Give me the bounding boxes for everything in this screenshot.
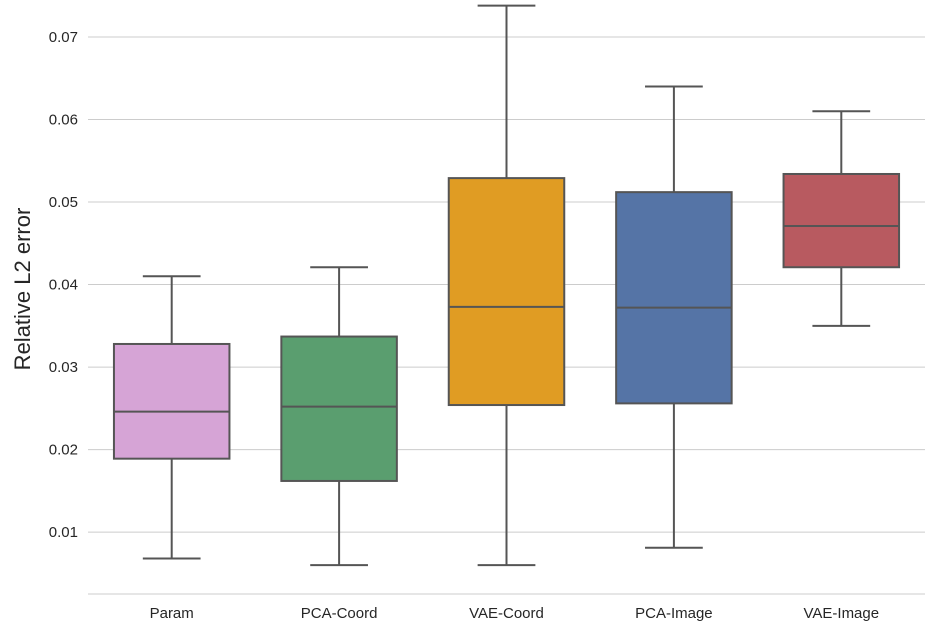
box-pca-image bbox=[615, 85, 733, 549]
y-tick-label: 0.04 bbox=[49, 277, 78, 294]
iqr-box bbox=[447, 177, 566, 407]
x-tick-label: VAE-Image bbox=[804, 605, 880, 622]
y-axis-title: Relative L2 error bbox=[10, 208, 35, 371]
y-axis-ticks: 0.01 0.02 0.03 0.04 0.05 0.06 0.07 bbox=[49, 29, 78, 541]
y-tick-label: 0.05 bbox=[49, 194, 78, 211]
iqr-box bbox=[112, 342, 231, 460]
box-vae-coord bbox=[447, 4, 566, 567]
x-axis-ticks: Param PCA-Coord VAE-Coord PCA-Image VAE-Imag… bbox=[150, 605, 879, 622]
box-param bbox=[112, 275, 231, 560]
y-tick-label: 0.03 bbox=[49, 359, 78, 376]
box-pca-coord bbox=[280, 266, 398, 567]
x-tick-label: PCA-Image bbox=[635, 605, 713, 622]
x-tick-label: VAE-Coord bbox=[469, 605, 544, 622]
y-tick-label: 0.07 bbox=[49, 29, 78, 46]
y-tick-label: 0.06 bbox=[49, 112, 78, 129]
y-tick-label: 0.01 bbox=[49, 524, 78, 541]
x-tick-label: PCA-Coord bbox=[301, 605, 378, 622]
iqr-box bbox=[782, 172, 901, 269]
iqr-box bbox=[615, 191, 733, 405]
boxes bbox=[112, 4, 901, 567]
iqr-box bbox=[280, 335, 398, 482]
box-vae-image bbox=[782, 110, 901, 327]
x-tick-label: Param bbox=[150, 605, 194, 622]
y-tick-label: 0.02 bbox=[49, 442, 78, 459]
